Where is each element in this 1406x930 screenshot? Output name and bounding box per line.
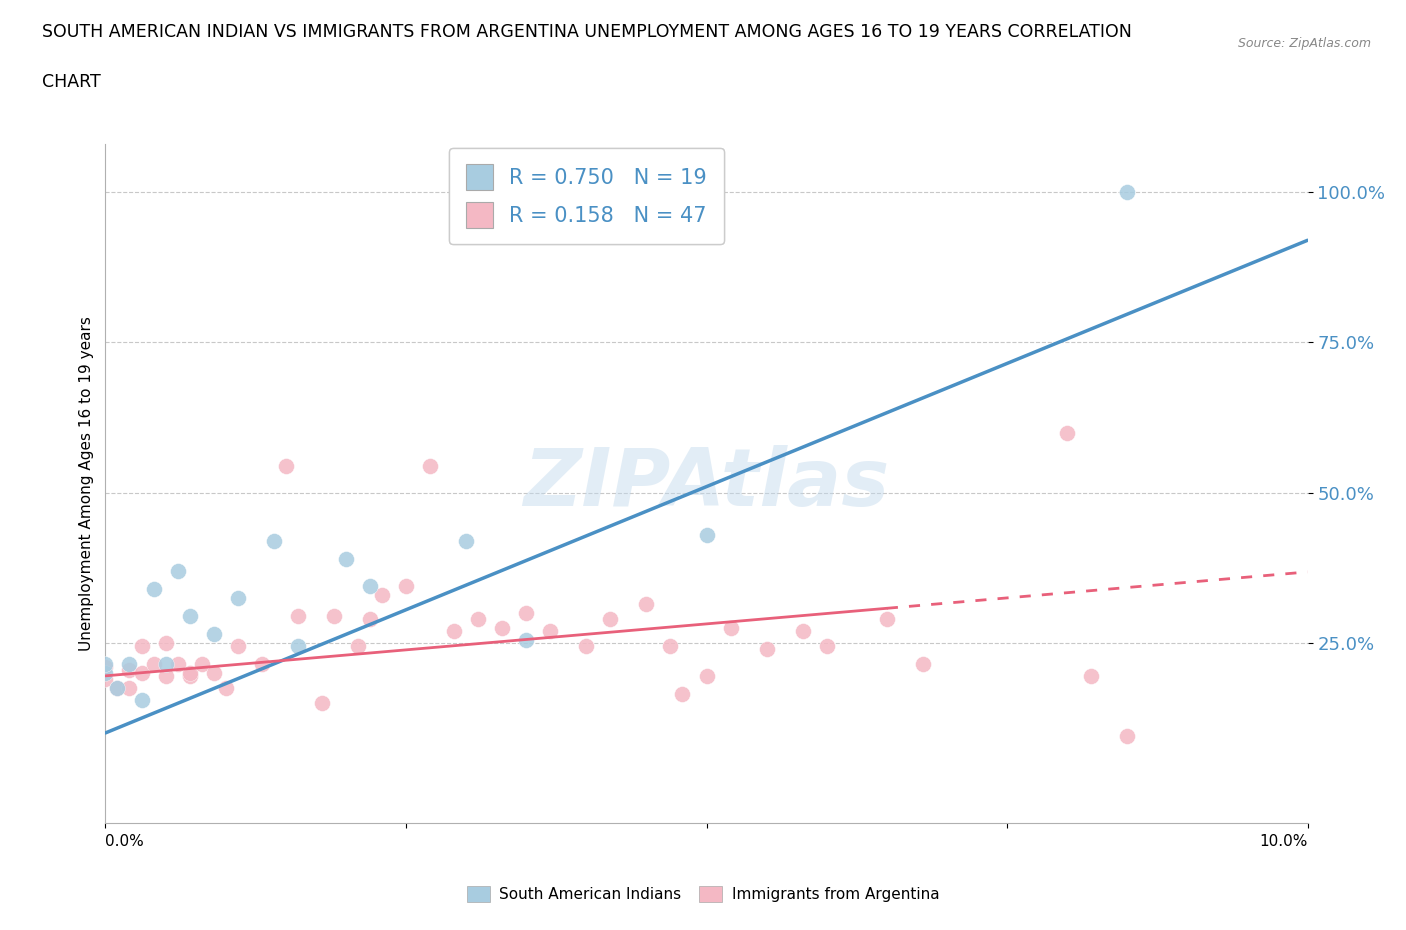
Legend: South American Indians, Immigrants from Argentina: South American Indians, Immigrants from … xyxy=(461,880,945,909)
Point xyxy=(118,657,141,671)
Point xyxy=(226,591,249,605)
Point xyxy=(263,533,285,548)
Point xyxy=(335,551,357,566)
Point xyxy=(155,669,177,684)
Point xyxy=(538,623,561,638)
Point xyxy=(287,638,309,653)
Point xyxy=(467,611,489,626)
Point xyxy=(131,638,153,653)
Point xyxy=(1116,185,1139,200)
Point xyxy=(311,696,333,711)
Point xyxy=(155,657,177,671)
Point xyxy=(599,611,621,626)
Point xyxy=(911,657,934,671)
Point xyxy=(202,665,225,680)
Point xyxy=(190,657,212,671)
Text: Source: ZipAtlas.com: Source: ZipAtlas.com xyxy=(1237,37,1371,50)
Point xyxy=(94,665,117,680)
Point xyxy=(250,657,273,671)
Text: SOUTH AMERICAN INDIAN VS IMMIGRANTS FROM ARGENTINA UNEMPLOYMENT AMONG AGES 16 TO: SOUTH AMERICAN INDIAN VS IMMIGRANTS FROM… xyxy=(42,23,1132,41)
Point xyxy=(515,632,537,647)
Point xyxy=(659,638,682,653)
Point xyxy=(107,681,129,696)
Point xyxy=(454,533,477,548)
Point xyxy=(166,564,188,578)
Point xyxy=(179,608,201,623)
Point xyxy=(515,605,537,620)
Point xyxy=(359,578,381,593)
Point xyxy=(755,642,778,657)
Point xyxy=(155,635,177,650)
Point xyxy=(696,527,718,542)
Point xyxy=(131,665,153,680)
Point xyxy=(575,638,598,653)
Point xyxy=(179,665,201,680)
Point xyxy=(815,638,838,653)
Point xyxy=(696,669,718,684)
Point xyxy=(118,681,141,696)
Point xyxy=(347,638,370,653)
Text: ZIPAtlas: ZIPAtlas xyxy=(523,445,890,523)
Point xyxy=(179,669,201,684)
Point xyxy=(142,581,165,596)
Point xyxy=(395,578,418,593)
Point xyxy=(94,657,117,671)
Point xyxy=(371,588,394,603)
Point xyxy=(792,623,814,638)
Text: 10.0%: 10.0% xyxy=(1260,834,1308,849)
Point xyxy=(214,681,236,696)
Text: 0.0%: 0.0% xyxy=(105,834,145,849)
Point xyxy=(720,620,742,635)
Point xyxy=(94,659,117,674)
Point xyxy=(226,638,249,653)
Point xyxy=(274,458,297,473)
Point xyxy=(322,608,344,623)
Point xyxy=(142,657,165,671)
Point xyxy=(359,611,381,626)
Point xyxy=(636,596,658,611)
Point xyxy=(491,620,513,635)
Point xyxy=(1116,728,1139,743)
Point xyxy=(94,671,117,686)
Point xyxy=(287,608,309,623)
Point xyxy=(443,623,465,638)
Point xyxy=(166,657,188,671)
Point xyxy=(419,458,441,473)
Point xyxy=(202,627,225,642)
Point xyxy=(1080,669,1102,684)
Point xyxy=(876,611,898,626)
Point xyxy=(1056,425,1078,440)
Point xyxy=(107,681,129,696)
Point xyxy=(131,693,153,708)
Text: CHART: CHART xyxy=(42,73,101,90)
Point xyxy=(118,662,141,677)
Y-axis label: Unemployment Among Ages 16 to 19 years: Unemployment Among Ages 16 to 19 years xyxy=(79,316,94,651)
Legend: R = 0.750   N = 19, R = 0.158   N = 47: R = 0.750 N = 19, R = 0.158 N = 47 xyxy=(449,148,724,245)
Point xyxy=(671,686,693,701)
